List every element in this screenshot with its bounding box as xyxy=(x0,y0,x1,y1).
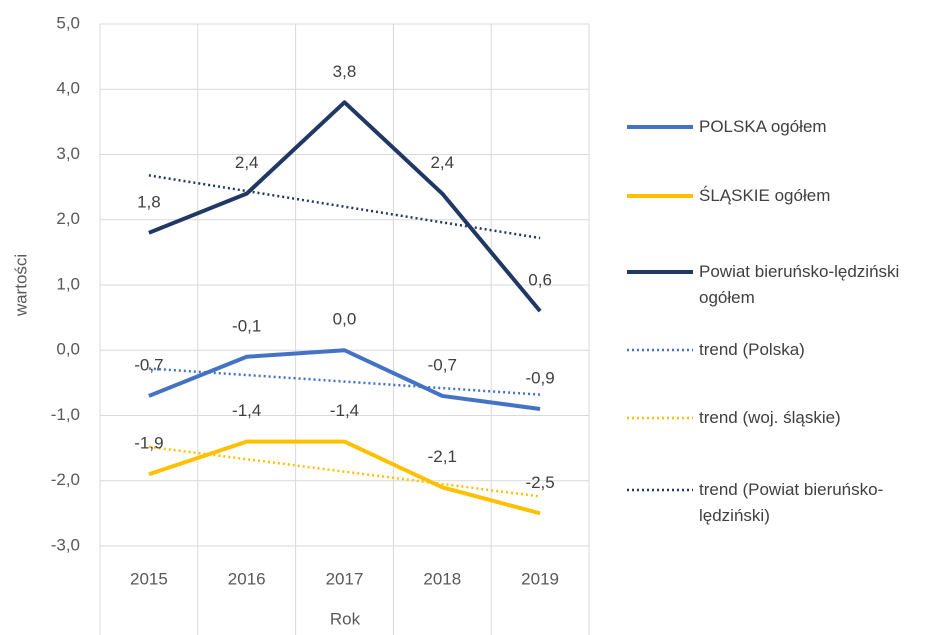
trend-line xyxy=(148,445,541,498)
y-tick-label: 2,0 xyxy=(56,209,80,228)
trend-line xyxy=(148,367,541,396)
y-tick-label: -2,0 xyxy=(51,470,80,489)
x-tick-label: 2019 xyxy=(521,569,559,588)
data-line xyxy=(148,100,542,313)
data-label: 2,4 xyxy=(235,153,259,172)
legend-item: trend (woj. śląskie) xyxy=(625,405,945,431)
data-label: -1,4 xyxy=(330,401,359,420)
y-tick-label: 5,0 xyxy=(56,13,80,32)
legend-swatch xyxy=(627,125,693,129)
x-tick-label: 2017 xyxy=(326,569,364,588)
legend-item: ŚLĄSKIE ogółem xyxy=(625,183,945,209)
x-tick-label: 2015 xyxy=(130,569,168,588)
legend-swatch xyxy=(627,416,693,420)
data-label: -2,5 xyxy=(525,473,554,492)
x-tick-label: 2018 xyxy=(423,569,461,588)
legend-label: ŚLĄSKIE ogółem xyxy=(699,186,831,205)
legend-label: POLSKA ogółem xyxy=(699,117,827,136)
data-line xyxy=(148,439,541,516)
legend-swatch xyxy=(627,488,693,492)
legend-label: trend (woj. śląskie) xyxy=(699,408,841,427)
data-label: -0,7 xyxy=(134,355,163,374)
y-tick-label: 3,0 xyxy=(56,144,80,163)
legend-item: trend (Polska) xyxy=(625,337,945,363)
y-tick-label: 4,0 xyxy=(56,79,80,98)
legend-item: Powiat bieruńsko-lędziński ogółem xyxy=(625,259,945,311)
data-label: 0,0 xyxy=(333,310,357,329)
legend-item: trend (Powiat bieruńsko-lędziński) xyxy=(625,477,945,529)
y-tick-label: -3,0 xyxy=(51,535,80,554)
legend-swatch xyxy=(627,348,693,352)
y-axis-title: wartości xyxy=(11,254,30,317)
legend-swatch xyxy=(627,270,693,274)
legend-label: trend (Polska) xyxy=(699,340,805,359)
x-axis-title: Rok xyxy=(330,609,361,628)
y-tick-label: -1,0 xyxy=(51,405,80,424)
data-label: -2,1 xyxy=(428,447,457,466)
trend-line xyxy=(148,174,541,240)
data-label: 0,6 xyxy=(528,271,552,290)
data-label: -0,1 xyxy=(232,316,261,335)
data-label: -1,4 xyxy=(232,401,261,420)
data-label: 3,8 xyxy=(333,62,357,81)
data-label: 2,4 xyxy=(430,153,454,172)
data-label: 1,8 xyxy=(137,192,161,211)
y-tick-label: 0,0 xyxy=(56,340,80,359)
x-tick-label: 2016 xyxy=(228,569,266,588)
legend-label: Powiat bieruńsko-lędziński ogółem xyxy=(699,262,900,307)
data-label: -0,7 xyxy=(428,355,457,374)
data-label: -0,9 xyxy=(525,368,554,387)
data-line xyxy=(148,348,541,411)
legend-swatch xyxy=(627,194,693,198)
legend-item: POLSKA ogółem xyxy=(625,114,945,140)
data-label: -1,9 xyxy=(134,434,163,453)
y-tick-label: 1,0 xyxy=(56,274,80,293)
legend-label: trend (Powiat bieruńsko-lędziński) xyxy=(699,480,884,525)
